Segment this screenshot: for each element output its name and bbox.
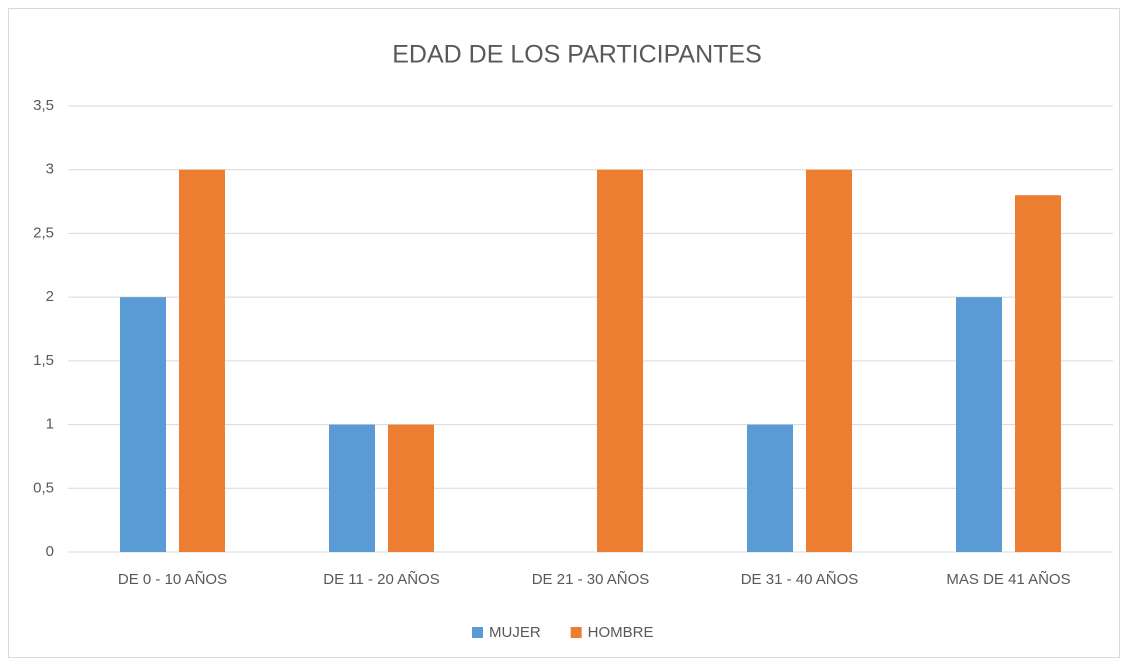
x-tick-label: DE 0 - 10 AÑOS bbox=[118, 571, 227, 588]
legend-swatch bbox=[570, 627, 582, 638]
y-tick-label: 1 bbox=[46, 416, 54, 433]
y-tick-label: 2,5 bbox=[33, 224, 54, 241]
bar bbox=[956, 297, 1002, 552]
bar bbox=[120, 297, 166, 552]
bar bbox=[806, 169, 852, 552]
x-tick-label: DE 11 - 20 AÑOS bbox=[323, 571, 439, 588]
x-tick-label: DE 21 - 30 AÑOS bbox=[532, 571, 650, 588]
bar bbox=[388, 424, 434, 552]
bar bbox=[179, 169, 225, 552]
legend-label: MUJER bbox=[489, 624, 541, 641]
x-tick-label: MAS DE 41 AÑOS bbox=[946, 571, 1070, 588]
y-tick-label: 2 bbox=[46, 288, 54, 305]
bar bbox=[747, 424, 793, 552]
bar bbox=[329, 424, 375, 552]
bar bbox=[1015, 195, 1061, 552]
y-tick-label: 3 bbox=[46, 161, 54, 178]
y-tick-label: 0,5 bbox=[33, 479, 54, 496]
legend-label: HOMBRE bbox=[588, 624, 654, 641]
x-tick-label: DE 31 - 40 AÑOS bbox=[741, 571, 859, 588]
chart-title: EDAD DE LOS PARTICIPANTES bbox=[392, 41, 762, 69]
y-tick-label: 0 bbox=[46, 543, 54, 560]
legend-swatch bbox=[472, 627, 483, 638]
y-tick-label: 1,5 bbox=[33, 352, 54, 369]
y-tick-label: 3,5 bbox=[33, 97, 54, 114]
bar bbox=[597, 169, 643, 552]
